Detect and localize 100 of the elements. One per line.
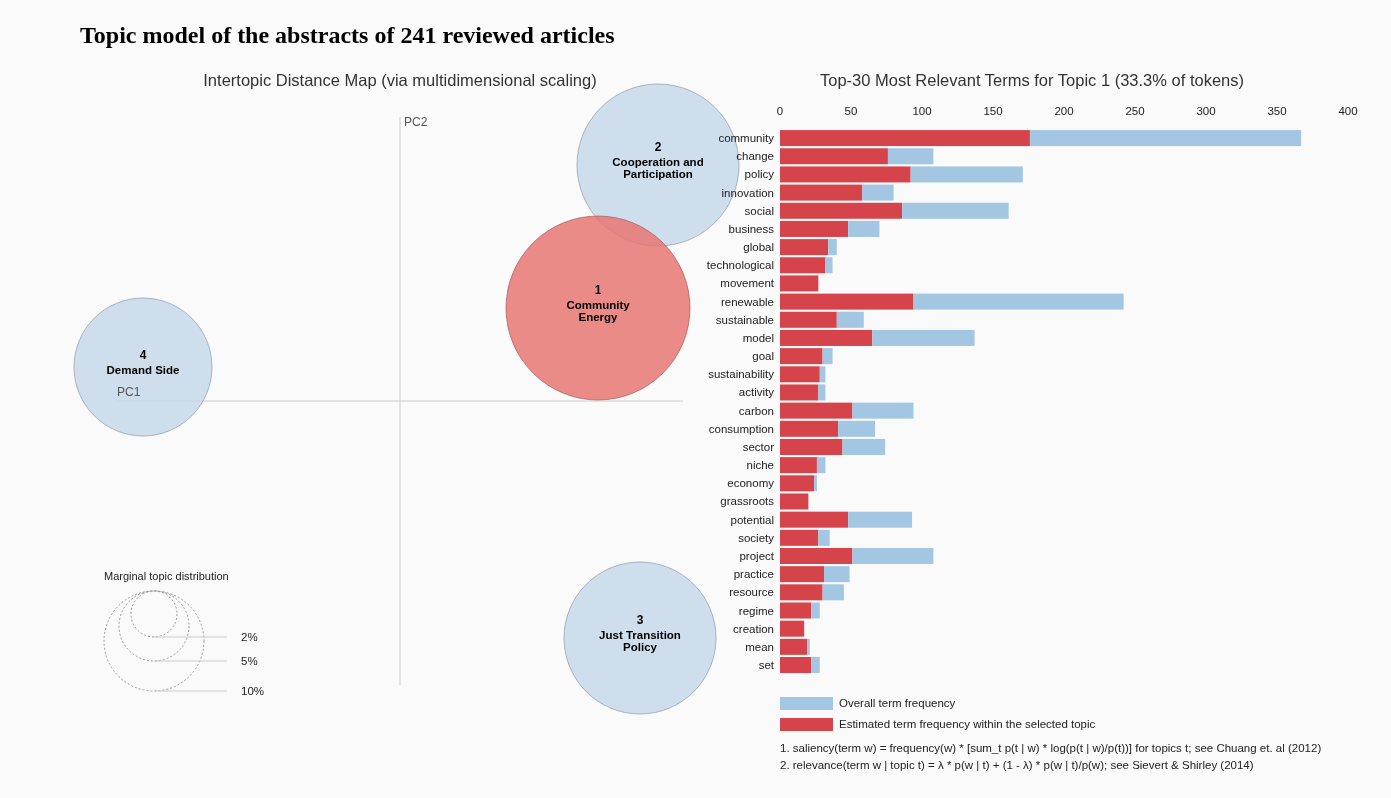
bar (780, 184, 863, 201)
bar (780, 384, 819, 401)
bar (780, 329, 873, 346)
bar (806, 638, 810, 655)
y-tick-label: potential (730, 513, 774, 526)
y-tick-label: carbon (738, 404, 774, 417)
bar (814, 475, 817, 492)
bar (838, 420, 876, 437)
legend-title: Marginal topic distribution (104, 570, 229, 582)
bar (836, 311, 864, 328)
category-label: Cooperation and Participation (612, 156, 704, 180)
bar (780, 657, 812, 674)
y-tick-label: renewable (720, 295, 774, 308)
y-tick-label: project (739, 549, 775, 562)
y-tick-label: sustainability (708, 368, 775, 381)
y-tick-label: set (758, 659, 775, 672)
y-tick-label: community (718, 132, 775, 145)
bar (780, 511, 849, 528)
y-tick-label: goal (752, 350, 774, 363)
bar (824, 566, 850, 583)
bar (780, 130, 1030, 147)
bar (872, 329, 975, 346)
y-tick-label: regime (738, 604, 774, 617)
bar (1029, 130, 1302, 147)
chart-title: Top-30 Most Relevant Terms for Topic 1 (33.3% of tokens) (819, 71, 1245, 89)
text: 2. relevance(term w | topic t) = λ * p(w | t) + (1 - λ) * p(w | t)/p(w); see Sievert & Shirley (2014) (780, 759, 1254, 771)
text: 5% (241, 655, 258, 667)
bar (825, 257, 833, 274)
bar (780, 275, 819, 292)
bar (902, 202, 1009, 219)
y-tick-label: society (738, 531, 775, 544)
text: PC1 (117, 385, 141, 399)
bar (848, 220, 880, 237)
bar (913, 293, 1124, 310)
bar (780, 529, 819, 546)
text: PC2 (404, 115, 428, 129)
text: 3 (636, 613, 644, 627)
bar (848, 511, 913, 528)
y-tick-label: social (744, 204, 774, 217)
y-tick-label: model (742, 331, 774, 344)
bar (818, 529, 830, 546)
bar (862, 184, 894, 201)
bar (780, 348, 823, 365)
text: Intertopic Distance Map (via multidimensional scaling) (203, 71, 597, 89)
y-tick-label: practice (733, 568, 774, 581)
category-label: Demand Side (106, 364, 180, 376)
bar (780, 239, 829, 256)
bar (822, 348, 833, 365)
x-tick-label: 100 (912, 105, 932, 117)
bar (780, 566, 825, 583)
bar (780, 438, 843, 455)
bar (780, 457, 817, 474)
bar (780, 202, 903, 219)
y-tick-label: global (743, 241, 774, 254)
y-tick-label: resource (729, 586, 774, 599)
text: 1. saliency(term w) = frequency(w) * [sum_t p(t | w) * log(p(t | w)/p(t))] for topics t; see Chuang et. al (2012) (780, 742, 1322, 754)
y-tick-label: technological (706, 259, 774, 272)
y-tick-label: consumption (708, 422, 774, 435)
y-tick-label: movement (720, 277, 775, 290)
y-tick-label: business (728, 222, 775, 235)
x-tick-label: 50 (844, 105, 858, 117)
y-tick-label: policy (744, 168, 775, 181)
y-tick-label: niche (746, 459, 774, 472)
x-tick-label: 300 (1196, 105, 1216, 117)
y-tick-label: sector (742, 440, 775, 453)
y-tick-label: sustainable (715, 313, 774, 326)
category-label: Just Transition Policy (599, 629, 681, 653)
y-tick-label: creation (733, 622, 774, 635)
bar (780, 257, 826, 274)
legend-label: Estimated term frequency within the selected topic (839, 718, 1096, 730)
bar (842, 438, 886, 455)
bar (780, 548, 853, 564)
bar (852, 402, 914, 419)
bar (780, 602, 812, 619)
bar (887, 148, 934, 165)
bar (780, 148, 888, 165)
bar (811, 657, 820, 674)
bar (811, 602, 820, 619)
text: 10% (241, 685, 265, 697)
bar (780, 584, 823, 601)
bar (780, 220, 849, 237)
legend-label: Overall term frequency (839, 697, 956, 709)
bar (780, 311, 837, 328)
bar (852, 548, 934, 564)
x-tick-label: 350 (1267, 105, 1287, 117)
bar (780, 402, 853, 419)
y-tick-label: economy (727, 477, 775, 490)
y-tick-label: activity (738, 386, 775, 399)
x-tick-label: 200 (1054, 105, 1074, 117)
bar (816, 457, 826, 474)
category-label: Community Energy (566, 299, 631, 323)
x-tick-label: 150 (983, 105, 1003, 117)
y-tick-label: innovation (721, 186, 774, 199)
y-tick-label: change (736, 150, 774, 163)
bar (780, 420, 839, 437)
bar (822, 584, 844, 601)
bar (780, 475, 815, 492)
bar (780, 620, 805, 637)
bar (780, 366, 820, 383)
bar (910, 166, 1023, 183)
